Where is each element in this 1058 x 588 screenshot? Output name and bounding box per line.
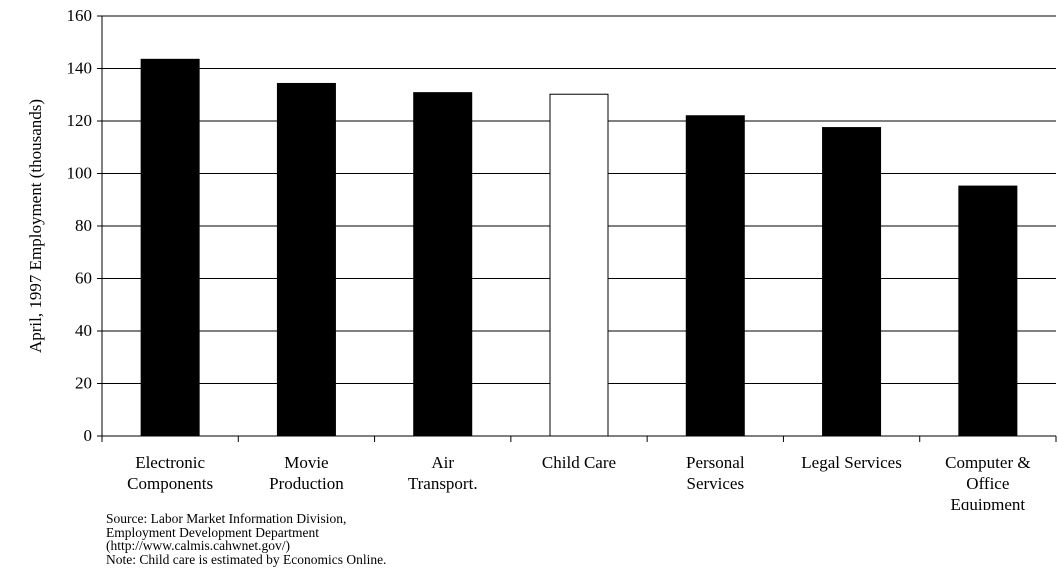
y-axis-label: April, 1997 Employment (thousands) [26, 99, 45, 353]
source-notes: Source: Labor Market Information Divisio… [106, 512, 386, 566]
bars [140, 58, 1018, 437]
category-label: Child Care [542, 453, 616, 472]
bar-chart: 0 20 40 60 80 100 120 140 160 Electronic Componen… [26, 6, 1057, 510]
y-tick-label: 60 [75, 269, 92, 288]
bar [958, 185, 1018, 437]
source-line-3: (http://www.calmis.cahwnet.gov/) [106, 538, 290, 553]
x-tick-labels: Electronic Components Movie Production Air Tr… [127, 453, 1030, 510]
category-label: Movie Production [269, 453, 344, 493]
bar [822, 127, 882, 437]
bar [413, 92, 473, 437]
y-tick-label: 80 [75, 216, 92, 235]
category-label: Air Transport. [408, 453, 478, 493]
y-tick-label: 160 [67, 6, 93, 25]
source-line-1: Source: Labor Market Information Divisio… [106, 511, 347, 526]
category-label: Legal Services [801, 453, 902, 472]
note-line: Note: Child care is estimated by Economi… [106, 551, 387, 567]
source-line-2: Employment Development Department [106, 524, 319, 540]
y-tick-label: 0 [84, 426, 93, 445]
y-tick-labels: 0 20 40 60 80 100 120 140 160 [67, 6, 93, 445]
category-label: Personal Services [686, 453, 745, 493]
y-tick-label: 20 [75, 374, 92, 393]
y-tick-label: 120 [67, 111, 93, 130]
category-label: Electronic Components [127, 453, 213, 493]
y-tick-label: 140 [67, 59, 93, 78]
bar [276, 82, 336, 437]
category-label: Computer & Office Equipment [945, 453, 1030, 510]
bar [549, 93, 609, 437]
bar [685, 115, 745, 437]
y-tick-label: 100 [67, 164, 93, 183]
bar [140, 58, 200, 437]
axes [97, 15, 1057, 442]
y-tick-label: 40 [75, 321, 92, 340]
